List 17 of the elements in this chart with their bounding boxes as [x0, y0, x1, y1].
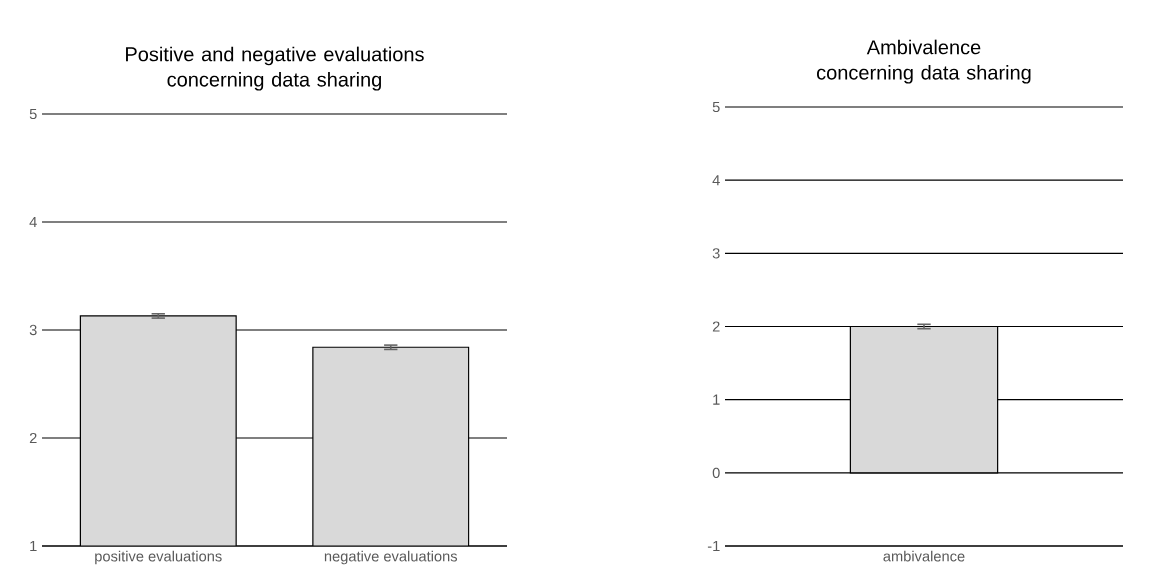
y-tick-label: 2	[712, 321, 720, 332]
x-tick-label: positive evaluations	[95, 550, 222, 565]
y-tick-label: 5	[712, 101, 720, 113]
y-tick-label: 5	[29, 108, 37, 120]
y-tick-label: 2	[29, 432, 37, 444]
y-tick-label: 1	[713, 394, 720, 405]
chart-title: Positive and negative evaluations concerning data sharing	[126, 46, 424, 91]
chart-title: Ambivalence concerning data sharing	[817, 39, 1031, 84]
y-tick-label: -1	[707, 540, 720, 552]
y-tick-label: 4	[29, 216, 37, 228]
x-tick-label: negative evaluations	[324, 550, 458, 565]
y-tick-label: 1	[30, 540, 37, 552]
y-tick-label: 4	[712, 175, 720, 186]
x-tick-label: ambivalence	[883, 550, 965, 562]
y-tick-label: 0	[712, 467, 720, 479]
y-tick-label: 3	[29, 324, 37, 336]
y-tick-label: 3	[712, 248, 720, 259]
